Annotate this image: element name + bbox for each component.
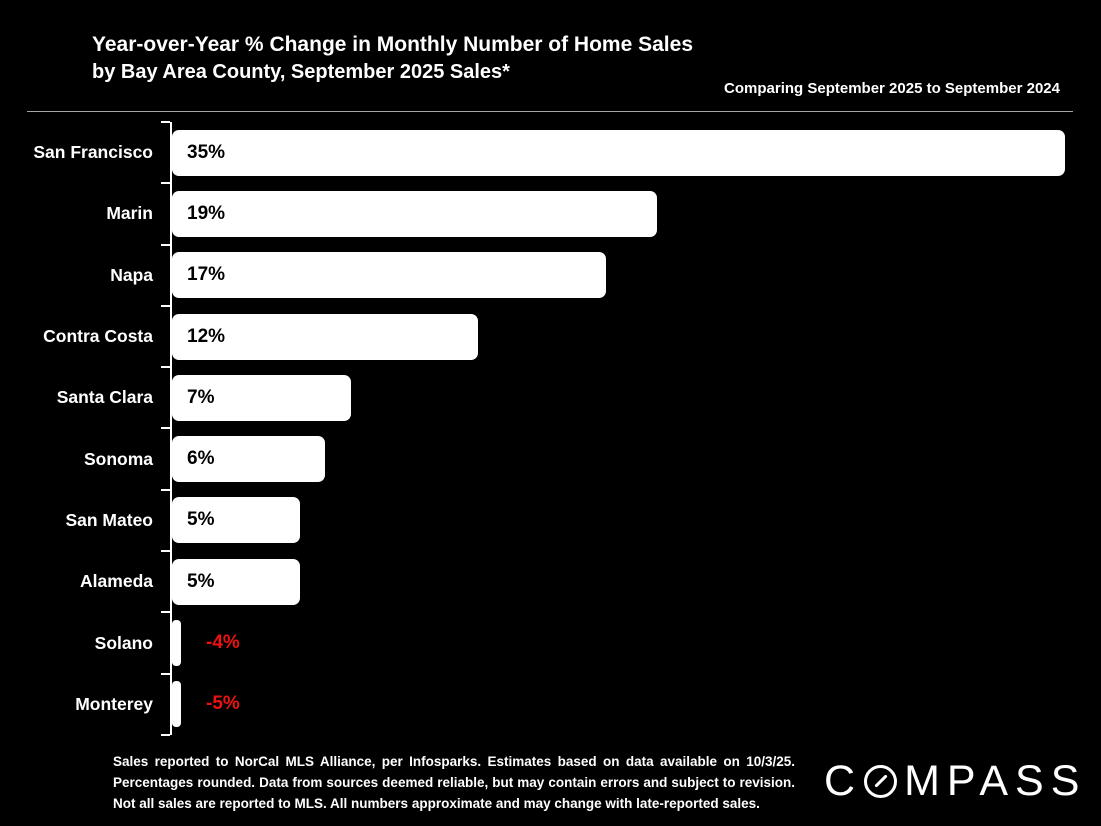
footer-line: Percentages rounded. Data from sources d…	[113, 775, 795, 790]
bar	[172, 190, 657, 237]
chart-title: Year-over-Year % Change in Monthly Numbe…	[92, 33, 693, 56]
category-label: Monterey	[75, 693, 153, 714]
category-label: Contra Costa	[43, 326, 153, 347]
bar	[172, 620, 181, 667]
value-label: 35%	[187, 141, 226, 163]
value-label: 6%	[187, 448, 215, 470]
logo-text-prefix: C	[824, 757, 863, 805]
value-label: 17%	[187, 264, 226, 286]
bar	[172, 313, 478, 360]
bar	[172, 436, 325, 483]
bar-row: Solano -4%	[0, 611, 1101, 674]
logo-text-suffix: MPASS	[904, 757, 1087, 805]
compass-o-icon	[864, 764, 898, 798]
value-label: 12%	[187, 325, 226, 347]
category-label: Marin	[106, 203, 153, 224]
plot-area: 5%	[161, 488, 1101, 552]
category-label: Santa Clara	[56, 387, 153, 408]
category-label: San Francisco	[33, 142, 153, 163]
bar	[172, 558, 300, 605]
bar-row: San Francisco 35%	[0, 120, 1101, 184]
value-label: 5%	[187, 509, 215, 531]
plot-area: 5%	[161, 550, 1101, 613]
bar-row: Monterey -5%	[0, 672, 1101, 737]
bar	[172, 681, 181, 728]
category-label: San Mateo	[65, 509, 153, 530]
bar	[172, 129, 1065, 176]
comparison-note: Comparing September 2025 to September 20…	[724, 80, 1060, 97]
footer-line: Sales reported to NorCal MLS Alliance, p…	[113, 754, 795, 769]
plot-area: -4%	[161, 611, 1101, 674]
footer-line: Not all sales are reported to MLS. All n…	[113, 796, 760, 811]
value-label: 7%	[187, 386, 215, 408]
plot-area: 35%	[161, 120, 1101, 184]
bar-row: Sonoma 6%	[0, 427, 1101, 490]
compass-logo: C MPASS	[824, 758, 1086, 804]
value-label: 5%	[187, 570, 215, 592]
bar-row: San Mateo 5%	[0, 488, 1101, 552]
category-label: Solano	[94, 632, 153, 653]
header-divider	[27, 111, 1073, 112]
plot-area: 17%	[161, 243, 1101, 306]
value-label: -5%	[206, 693, 240, 715]
category-label: Alameda	[80, 571, 153, 592]
bar-row: Alameda 5%	[0, 550, 1101, 613]
plot-area: 19%	[161, 182, 1101, 245]
bar	[172, 497, 300, 544]
plot-area: 7%	[161, 366, 1101, 429]
bar-chart: San Francisco 35% Marin 19% Napa 17% Contra Co…	[0, 120, 1101, 737]
bar	[172, 374, 351, 421]
value-label: -4%	[206, 632, 240, 654]
bar-row: Napa 17%	[0, 243, 1101, 306]
plot-area: 6%	[161, 427, 1101, 490]
bar-row: Santa Clara 7%	[0, 366, 1101, 429]
bar-row: Contra Costa 12%	[0, 304, 1101, 368]
bar-row: Marin 19%	[0, 182, 1101, 245]
footer-notes: Sales reported to NorCal MLS Alliance, p…	[113, 751, 795, 814]
chart-subtitle: by Bay Area County, September 2025 Sales…	[92, 61, 510, 83]
category-label: Napa	[110, 264, 153, 285]
value-label: 19%	[187, 202, 226, 224]
plot-area: -5%	[161, 672, 1101, 737]
category-label: Sonoma	[83, 448, 153, 469]
plot-area: 12%	[161, 304, 1101, 368]
bar	[172, 252, 606, 299]
